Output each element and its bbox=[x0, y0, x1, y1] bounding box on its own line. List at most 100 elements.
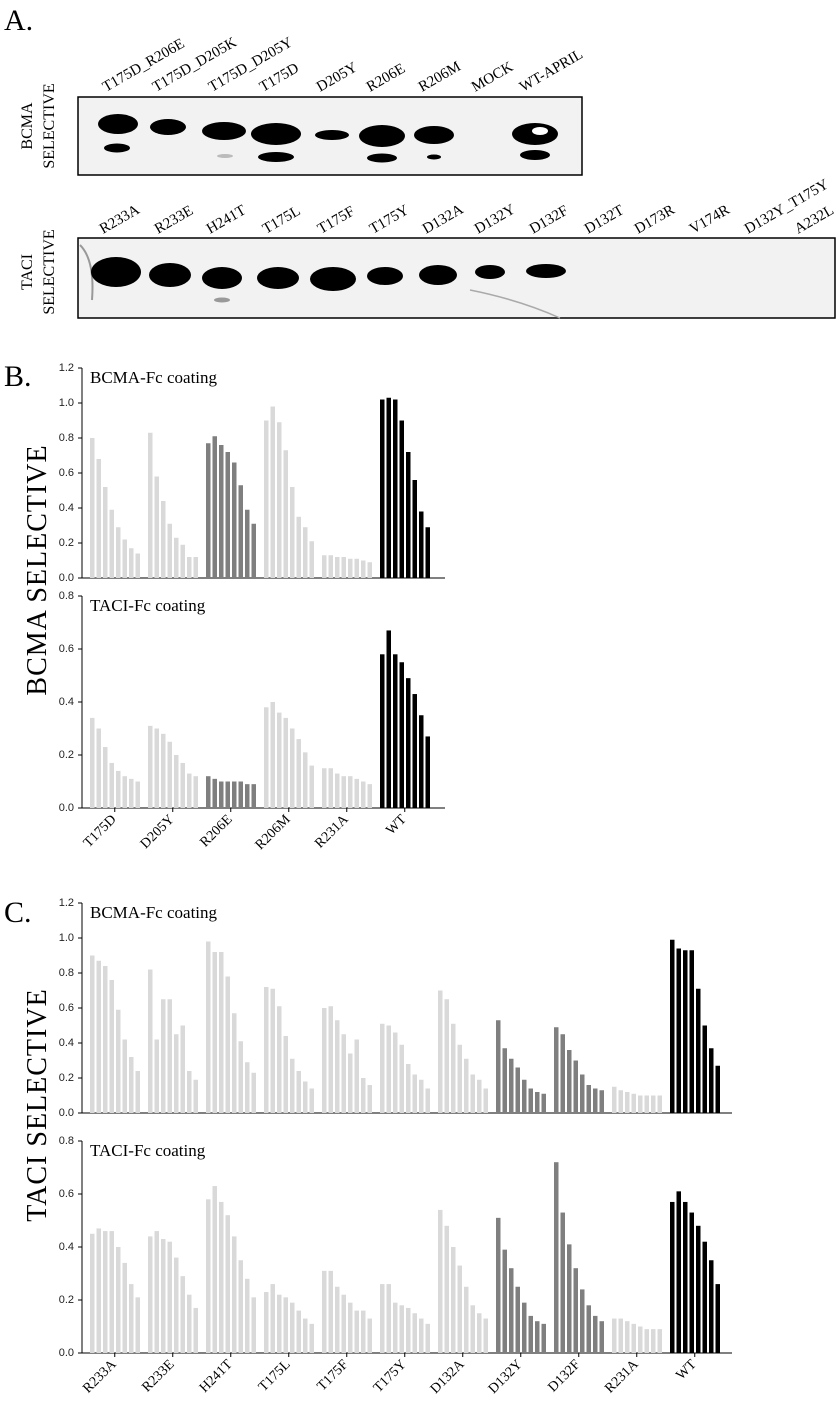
bar bbox=[148, 432, 153, 578]
bar bbox=[309, 1323, 314, 1353]
bar bbox=[309, 765, 314, 808]
bar bbox=[393, 399, 398, 578]
bar bbox=[657, 1095, 662, 1113]
bar bbox=[483, 1088, 488, 1113]
side-label: BCMA SELECTIVE bbox=[22, 444, 53, 695]
x-tick-label: T175D bbox=[81, 812, 120, 851]
bar bbox=[535, 1092, 540, 1113]
bar bbox=[412, 1074, 417, 1113]
bar bbox=[109, 1231, 114, 1353]
bar bbox=[567, 1050, 572, 1113]
bar bbox=[367, 1085, 372, 1113]
blot-label: SELECTIVE bbox=[41, 83, 58, 168]
bar bbox=[361, 781, 366, 808]
bar bbox=[161, 501, 166, 578]
bar bbox=[554, 1027, 559, 1113]
panel-label: B. bbox=[4, 360, 32, 393]
bar bbox=[419, 715, 424, 808]
bar bbox=[187, 1294, 192, 1353]
bar bbox=[303, 527, 308, 578]
bar bbox=[361, 1310, 366, 1353]
bar bbox=[283, 1297, 288, 1353]
bar bbox=[129, 1057, 134, 1113]
bar bbox=[560, 1212, 565, 1353]
bar bbox=[393, 654, 398, 808]
bar bbox=[283, 1036, 288, 1113]
bar bbox=[399, 1305, 404, 1353]
bar bbox=[245, 1062, 250, 1113]
side-label: TACI SELECTIVE bbox=[22, 988, 53, 1221]
bar bbox=[348, 1302, 353, 1353]
bar bbox=[502, 1048, 507, 1113]
bar bbox=[122, 776, 127, 808]
x-tick-label: D132F bbox=[545, 1357, 583, 1395]
panel-label: C. bbox=[4, 896, 32, 929]
x-tick-label: R233E bbox=[139, 1357, 177, 1395]
bar bbox=[90, 1233, 95, 1353]
bar bbox=[129, 1284, 134, 1353]
y-tick-label: 0.6 bbox=[59, 643, 74, 655]
bar bbox=[322, 1270, 327, 1353]
bar bbox=[380, 1284, 385, 1353]
x-tick-label: WT bbox=[384, 812, 410, 838]
bar bbox=[567, 1244, 572, 1353]
blot-image bbox=[77, 96, 836, 319]
bar bbox=[696, 988, 701, 1113]
y-tick-label: 0.4 bbox=[59, 1241, 74, 1253]
bar bbox=[238, 1260, 243, 1353]
chart-title: TACI-Fc coating bbox=[90, 596, 206, 615]
bar bbox=[212, 1186, 217, 1353]
bar bbox=[232, 1013, 237, 1113]
bar bbox=[90, 438, 95, 578]
bar bbox=[167, 999, 172, 1113]
lane-label: V174R bbox=[687, 202, 733, 238]
bar bbox=[522, 1302, 527, 1353]
bar bbox=[167, 1241, 172, 1353]
bar bbox=[148, 1236, 153, 1353]
bar bbox=[696, 1225, 701, 1353]
bar bbox=[264, 707, 269, 808]
bar bbox=[399, 1044, 404, 1113]
bar bbox=[251, 1297, 256, 1353]
bar bbox=[683, 1201, 688, 1353]
bar bbox=[122, 1039, 127, 1113]
bar bbox=[573, 1060, 578, 1113]
bar bbox=[702, 1025, 707, 1113]
bar bbox=[264, 987, 269, 1113]
bar bbox=[406, 678, 411, 808]
bar bbox=[212, 952, 217, 1113]
bar bbox=[470, 1305, 475, 1353]
bar bbox=[612, 1086, 617, 1113]
y-tick-label: 0.2 bbox=[59, 1294, 74, 1306]
bar bbox=[296, 516, 301, 578]
bar bbox=[341, 557, 346, 578]
bar bbox=[122, 539, 127, 578]
bar bbox=[438, 1209, 443, 1353]
lane-label: D132T bbox=[582, 202, 627, 237]
bar bbox=[425, 527, 430, 578]
bar bbox=[277, 422, 282, 578]
bar bbox=[580, 1074, 585, 1113]
bar bbox=[245, 784, 250, 808]
bar bbox=[270, 1284, 275, 1353]
bar bbox=[180, 1025, 185, 1113]
bar bbox=[161, 1239, 166, 1353]
bar bbox=[232, 462, 237, 578]
bar bbox=[277, 712, 282, 808]
bar bbox=[348, 558, 353, 578]
bar bbox=[386, 397, 391, 578]
x-tick-label: WT bbox=[674, 1357, 700, 1383]
bar bbox=[193, 1079, 198, 1113]
bar bbox=[399, 662, 404, 808]
bar bbox=[361, 1078, 366, 1113]
bar bbox=[528, 1088, 533, 1113]
lane-label: R233A bbox=[97, 202, 143, 238]
lane-label: D132Y bbox=[472, 201, 518, 237]
bar bbox=[232, 1236, 237, 1353]
bar bbox=[580, 1289, 585, 1353]
bar bbox=[103, 487, 108, 578]
bar bbox=[116, 1009, 121, 1113]
bar bbox=[116, 527, 121, 578]
bar bbox=[103, 966, 108, 1113]
